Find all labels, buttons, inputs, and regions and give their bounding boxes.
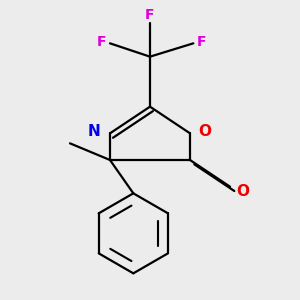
Text: N: N (87, 124, 100, 139)
Text: O: O (198, 124, 211, 139)
Text: O: O (237, 184, 250, 199)
Text: F: F (197, 35, 206, 49)
Text: F: F (145, 8, 155, 22)
Text: F: F (97, 35, 106, 49)
